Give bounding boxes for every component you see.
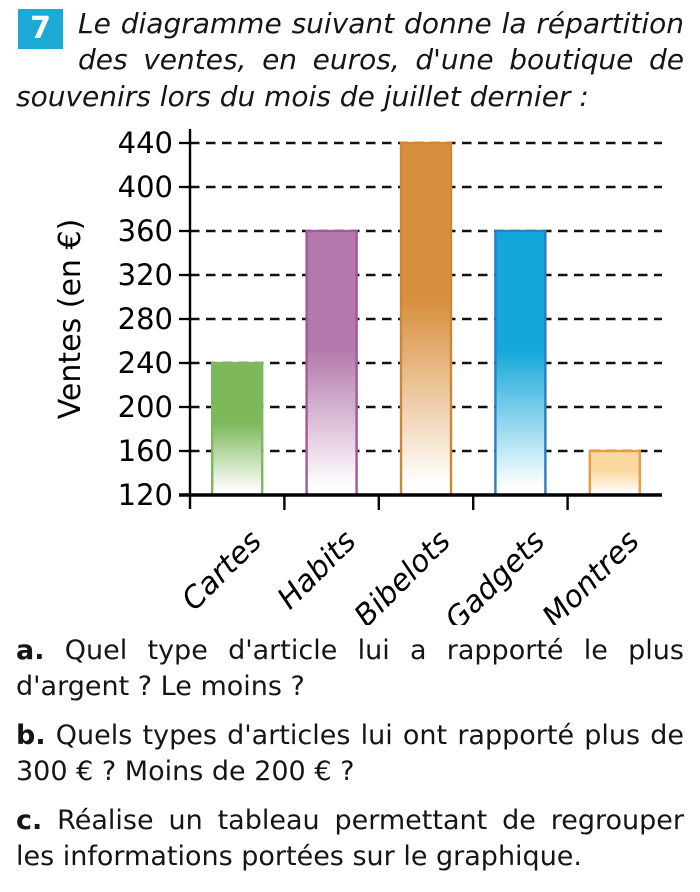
y-tick-label-320: 320: [118, 258, 173, 292]
question-a: a. Quel type d'article lui a rapporté le…: [16, 633, 684, 705]
question-c: c. Réalise un tableau permettant de regr…: [16, 803, 684, 875]
exercise-intro: 7 Le diagramme suivant donne la répartit…: [16, 6, 684, 115]
question-b-text: Quels types d'articles lui ont rapporté …: [16, 719, 685, 787]
question-c-label: c.: [16, 804, 43, 836]
bar-montres: [588, 449, 641, 497]
y-tick-label-120: 120: [118, 478, 173, 512]
y-tick-label-440: 440: [118, 126, 173, 160]
bar-gadgets: [494, 229, 547, 497]
bar-cartes: [210, 361, 264, 497]
question-a-label: a.: [16, 635, 45, 667]
y-tick-label-280: 280: [118, 302, 173, 336]
y-tick-label-200: 200: [118, 390, 173, 424]
bar-bibelots: [399, 141, 453, 497]
questions-section: a. Quel type d'article lui a rapporté le…: [16, 633, 684, 874]
question-b-label: b.: [16, 719, 46, 751]
question-b: b. Quels types d'articles lui ont rappor…: [16, 718, 684, 790]
y-axis-title: Ventes (en €): [53, 219, 88, 420]
exercise-intro-text: Le diagramme suivant donne la répartitio…: [16, 7, 684, 113]
bar-chart: 120 160 200 240 280 320 360 400 440 Cartes Habits B…: [16, 115, 684, 625]
y-tick-label-160: 160: [118, 434, 173, 468]
y-tick-label-400: 400: [118, 170, 173, 204]
x-category-label-montres: Montres: [536, 524, 647, 625]
bar-habits: [305, 229, 358, 497]
x-category-label-habits: Habits: [271, 524, 363, 616]
y-tick-label-360: 360: [118, 214, 173, 248]
y-tick-label-240: 240: [118, 346, 173, 380]
x-category-label-cartes: Cartes: [175, 524, 269, 618]
question-c-text: Réalise un tableau permettant de regroup…: [16, 804, 684, 872]
question-a-text: Quel type d'article lui a rapporté le pl…: [16, 635, 684, 703]
exercise-number-badge: 7: [18, 9, 63, 49]
